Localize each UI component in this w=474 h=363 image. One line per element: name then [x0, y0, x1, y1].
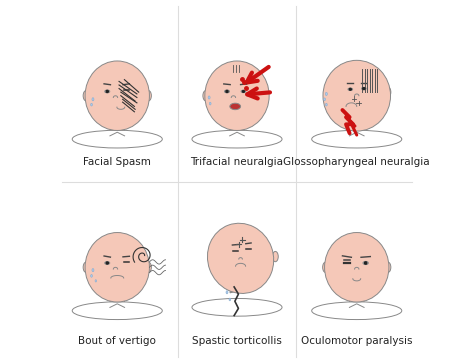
- Ellipse shape: [146, 262, 151, 273]
- Ellipse shape: [365, 262, 367, 264]
- Ellipse shape: [91, 103, 92, 106]
- Ellipse shape: [105, 262, 110, 264]
- FancyBboxPatch shape: [110, 296, 125, 309]
- Text: Oculomotor paralysis: Oculomotor paralysis: [301, 335, 412, 346]
- Ellipse shape: [326, 103, 327, 106]
- Text: Trifacial neuralgia: Trifacial neuralgia: [191, 157, 283, 167]
- Ellipse shape: [210, 102, 211, 105]
- FancyBboxPatch shape: [349, 296, 364, 309]
- Ellipse shape: [323, 60, 391, 131]
- Ellipse shape: [85, 61, 149, 130]
- Ellipse shape: [208, 96, 210, 99]
- Ellipse shape: [363, 88, 365, 89]
- Ellipse shape: [324, 98, 326, 101]
- Text: Facial Spasm: Facial Spasm: [83, 157, 151, 167]
- FancyBboxPatch shape: [230, 125, 244, 137]
- Ellipse shape: [325, 233, 389, 302]
- Ellipse shape: [312, 302, 402, 319]
- Ellipse shape: [241, 90, 246, 93]
- Ellipse shape: [230, 103, 241, 110]
- Ellipse shape: [83, 262, 89, 273]
- Ellipse shape: [325, 92, 328, 95]
- Polygon shape: [230, 267, 248, 293]
- Ellipse shape: [83, 90, 89, 101]
- Ellipse shape: [192, 130, 282, 148]
- Ellipse shape: [362, 87, 366, 90]
- Ellipse shape: [92, 269, 94, 272]
- Ellipse shape: [106, 262, 109, 264]
- Ellipse shape: [106, 90, 109, 93]
- Ellipse shape: [95, 280, 97, 282]
- Ellipse shape: [92, 98, 94, 101]
- Ellipse shape: [242, 90, 245, 92]
- Ellipse shape: [203, 90, 209, 101]
- Ellipse shape: [273, 252, 278, 262]
- Ellipse shape: [229, 298, 231, 301]
- Ellipse shape: [91, 274, 92, 277]
- Ellipse shape: [72, 302, 162, 319]
- Ellipse shape: [323, 262, 328, 273]
- Ellipse shape: [192, 298, 282, 316]
- Text: Bout of vertigo: Bout of vertigo: [78, 335, 156, 346]
- Ellipse shape: [226, 291, 228, 294]
- Text: Spastic torticollis: Spastic torticollis: [192, 335, 282, 346]
- Ellipse shape: [205, 61, 269, 130]
- Ellipse shape: [105, 90, 110, 93]
- Ellipse shape: [72, 130, 162, 148]
- Ellipse shape: [225, 90, 229, 93]
- Ellipse shape: [146, 90, 151, 101]
- Ellipse shape: [363, 261, 368, 265]
- Ellipse shape: [349, 89, 351, 90]
- FancyBboxPatch shape: [110, 125, 125, 137]
- Ellipse shape: [85, 233, 149, 302]
- Ellipse shape: [226, 90, 228, 93]
- Ellipse shape: [312, 130, 402, 148]
- Ellipse shape: [385, 262, 391, 273]
- Text: Glossopharyngeal neuralgia: Glossopharyngeal neuralgia: [283, 157, 430, 167]
- Ellipse shape: [208, 223, 273, 293]
- Ellipse shape: [348, 88, 353, 90]
- Ellipse shape: [385, 87, 391, 97]
- FancyBboxPatch shape: [349, 125, 364, 137]
